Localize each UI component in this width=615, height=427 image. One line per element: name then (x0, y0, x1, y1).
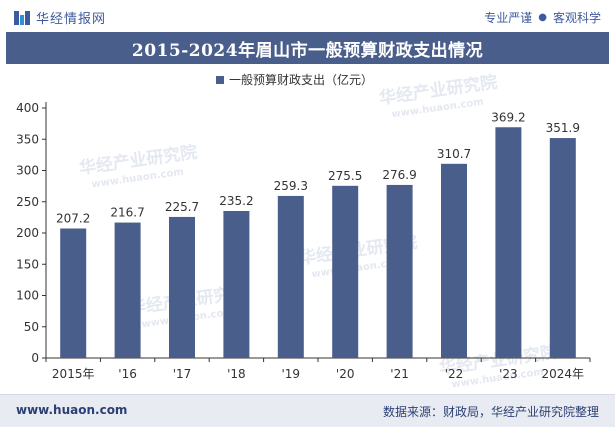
y-tick-label: 350 (16, 132, 39, 146)
brand-name: 华经情报网 (36, 12, 107, 27)
value-label: 225.7 (165, 200, 199, 214)
legend-label: 一般预算财政支出（亿元） (229, 72, 373, 87)
bar (549, 138, 576, 358)
footer: www.huaon.com 数据来源：财政局，华经产业研究院整理 (0, 394, 615, 427)
value-label: 369.2 (491, 110, 525, 124)
y-tick-label: 250 (16, 195, 39, 209)
value-label: 310.7 (437, 147, 471, 161)
bar-chart: 华经产业研究院www.huaon.com华经产业研究院www.huaon.com… (16, 72, 591, 391)
y-tick-label: 150 (16, 257, 39, 271)
bar (441, 163, 467, 358)
chart-title: 2015-2024年眉山市一般预算财政支出情况 (131, 40, 484, 61)
tagline-left: 专业严谨 (484, 11, 533, 25)
bar (495, 127, 522, 358)
x-tick-label: '22 (445, 367, 464, 381)
bar (114, 222, 141, 358)
footer-source: 数据来源：财政局，华经产业研究院整理 (382, 405, 599, 419)
bullet-icon: ● (538, 12, 547, 23)
brand-logo-icon (14, 10, 30, 26)
y-tick-label: 100 (16, 289, 39, 303)
x-tick-label: 2015年 (52, 367, 95, 381)
y-tick-label: 400 (16, 101, 39, 115)
y-tick-label: 50 (24, 320, 39, 334)
value-labels: 207.2 216.7 225.7 235.2 259.3 275.5 276.9 310.7… (56, 110, 580, 225)
value-label: 276.9 (382, 168, 416, 182)
x-tick-label: '16 (118, 367, 137, 381)
tagline-right: 客观科学 (552, 11, 601, 25)
legend: 一般预算财政支出（亿元） (216, 72, 373, 87)
top-bar: 华经情报网 专业严谨 ● 客观科学 (0, 0, 615, 32)
x-tick-labels: 2015年 '16 '17 '18 '19 '20 '21 '22 '23 2024年 (52, 367, 584, 381)
x-tick-label: '21 (390, 367, 409, 381)
value-label: 259.3 (274, 179, 308, 193)
footer-site: www.huaon.com (16, 403, 128, 417)
x-tick-label: 2024年 (542, 367, 585, 381)
y-tick-label: 200 (16, 226, 39, 240)
bar (223, 211, 250, 358)
brand: 华经情报网 (14, 8, 106, 27)
bars (60, 127, 576, 358)
chart-area: 华经产业研究院 www.huaon.com 华经产业研究院 www.huaon.com… (0, 64, 615, 394)
x-tick-label: '19 (282, 367, 301, 381)
bar (386, 184, 413, 358)
value-label: 235.2 (219, 194, 253, 208)
y-tick-label: 0 (31, 351, 39, 365)
x-tick-label: '23 (499, 367, 518, 381)
legend-swatch (216, 76, 224, 84)
value-label: 207.2 (56, 212, 90, 226)
value-label: 351.9 (546, 121, 580, 135)
y-tick-label: 300 (16, 164, 39, 178)
bar (169, 216, 195, 358)
x-tick-label: '17 (173, 367, 192, 381)
tagline: 专业严谨 ● 客观科学 (484, 9, 601, 26)
bar (277, 195, 304, 358)
x-tick-label: '18 (227, 367, 246, 381)
y-tick-labels: 0 50 100 150 200 250 300 350 400 (16, 101, 39, 365)
chart-title-bar: 2015-2024年眉山市一般预算财政支出情况 (6, 32, 609, 64)
value-label: 216.7 (110, 206, 144, 220)
bar (60, 228, 87, 358)
watermarks: 华经产业研究院www.huaon.com华经产业研究院www.huaon.com… (78, 72, 559, 391)
x-tick-label: '20 (336, 367, 355, 381)
bar (332, 185, 359, 358)
value-label: 275.5 (328, 169, 362, 183)
